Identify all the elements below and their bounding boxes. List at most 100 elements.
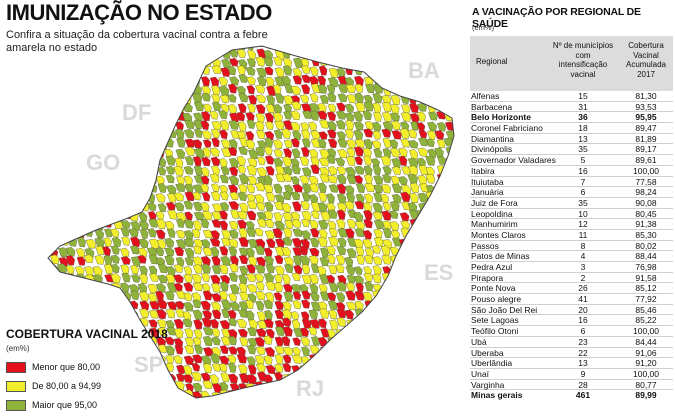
- municipality-cell: [444, 75, 454, 85]
- municipality-cell: [455, 364, 460, 373]
- municipality-cell: [274, 309, 284, 320]
- municipality-cell: [317, 236, 328, 247]
- municipality-cell: [239, 265, 248, 276]
- municipality-cell: [400, 94, 410, 104]
- municipality-cell: [309, 110, 320, 121]
- cell-cobertura: 80,45: [635, 208, 657, 219]
- municipality-cell: [218, 85, 230, 96]
- municipality-cell: [326, 274, 336, 284]
- municipality-cell: [381, 326, 391, 337]
- municipality-cell: [373, 380, 384, 391]
- municipality-cell: [210, 274, 221, 285]
- header-regional: Regional: [476, 57, 508, 66]
- municipality-cell: [400, 138, 411, 148]
- municipality-cell: [128, 390, 140, 398]
- cell-cobertura: 85,46: [635, 304, 657, 315]
- municipality-cell: [211, 128, 220, 139]
- municipality-cell: [327, 49, 338, 60]
- municipality-cell: [309, 219, 319, 229]
- municipality-cell: [428, 247, 437, 258]
- municipality-cell: [157, 104, 168, 113]
- municipality-cell: [113, 102, 123, 111]
- municipality-cell: [218, 76, 228, 86]
- cell-cobertura: 77,58: [635, 176, 657, 187]
- municipality-cell: [453, 227, 454, 239]
- municipality-cell: [122, 147, 133, 157]
- municipality-cell: [175, 229, 186, 239]
- municipality-cell: [344, 46, 354, 50]
- municipality-cell: [48, 56, 50, 66]
- municipality-cell: [183, 238, 194, 248]
- municipality-cell: [48, 229, 58, 240]
- cell-regional: Belo Horizonte: [471, 112, 531, 123]
- map-title: IMUNIZAÇÃO NO ESTADO: [6, 0, 272, 25]
- municipality-cell: [327, 129, 337, 139]
- header-municipios: Nº de municípios com intensificação vaci…: [552, 41, 614, 79]
- table-row: Ubá 23 84,44: [470, 337, 673, 348]
- municipality-cell: [263, 146, 273, 156]
- municipality-cell: [444, 175, 454, 186]
- municipality-cell: [139, 300, 150, 311]
- municipality-cell: [436, 165, 447, 176]
- municipality-cell: [227, 362, 237, 373]
- municipality-cell: [282, 283, 293, 293]
- municipality-cell: [121, 236, 131, 246]
- legend-title: COBERTURA VACINAL 2018: [6, 327, 168, 341]
- municipality-cell: [157, 85, 169, 94]
- municipality-cell: [211, 293, 222, 302]
- municipality-cell: [137, 184, 149, 194]
- municipality-cell: [454, 355, 460, 365]
- municipality-cell: [48, 92, 51, 102]
- municipality-cell: [309, 400, 319, 409]
- municipality-cell: [336, 245, 347, 256]
- municipality-cell: [110, 200, 121, 210]
- municipality-cell: [228, 317, 237, 327]
- table-row: Januária 6 98,24: [470, 187, 673, 198]
- municipality-cell: [101, 185, 112, 195]
- municipality-cell: [255, 146, 265, 157]
- cell-cobertura: 88,44: [635, 251, 657, 262]
- cell-cobertura: 89,99: [635, 390, 657, 401]
- state-map: BA DF GO ES SP RJ: [47, 45, 460, 409]
- municipality-cell: [147, 211, 157, 222]
- municipality-cell: [326, 254, 336, 264]
- municipality-cell: [282, 237, 293, 246]
- municipality-cell: [66, 137, 77, 148]
- municipality-cell: [219, 184, 228, 194]
- municipality-cell: [193, 184, 204, 194]
- municipality-cell: [264, 347, 275, 357]
- municipality-cell: [318, 157, 330, 167]
- cell-cobertura: 100,00: [633, 165, 659, 176]
- municipality-cell: [416, 355, 427, 366]
- municipality-cell: [103, 255, 113, 266]
- municipality-cell: [165, 174, 175, 184]
- municipality-cell: [356, 362, 366, 372]
- municipality-cell: [425, 220, 436, 230]
- municipality-cell: [425, 229, 436, 240]
- municipality-cell: [418, 137, 429, 147]
- municipality-cell: [94, 58, 104, 68]
- municipality-cell: [436, 372, 446, 382]
- municipality-cell: [283, 291, 294, 302]
- municipality-cell: [139, 220, 149, 230]
- municipality-cell: [65, 345, 75, 356]
- municipality-cell: [193, 211, 204, 221]
- municipality-cell: [283, 95, 294, 105]
- municipality-cell: [436, 183, 447, 194]
- municipality-cell: [74, 193, 84, 204]
- municipality-cell: [282, 191, 292, 201]
- municipality-cell: [437, 336, 448, 346]
- municipality-cell: [290, 211, 300, 221]
- cell-municipios: 6: [580, 187, 586, 198]
- municipality-cell: [48, 291, 50, 302]
- municipality-cell: [292, 255, 302, 266]
- municipality-cell: [264, 66, 274, 76]
- municipality-cell: [389, 112, 400, 122]
- municipality-cell: [264, 121, 274, 130]
- municipality-cell: [255, 104, 266, 114]
- municipality-cell: [49, 66, 59, 76]
- municipality-cell: [453, 103, 454, 114]
- municipality-cell: [85, 129, 97, 140]
- municipality-cell: [239, 202, 249, 213]
- municipality-cell: [282, 166, 293, 175]
